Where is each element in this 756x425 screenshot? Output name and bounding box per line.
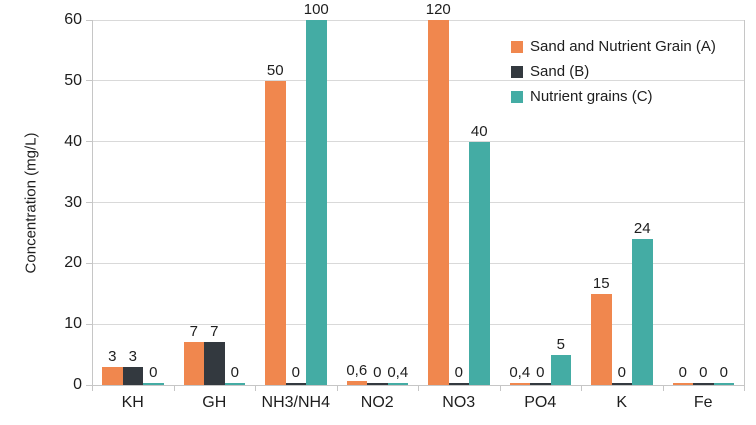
gridline	[92, 19, 744, 21]
legend-swatch-icon	[511, 40, 523, 53]
legend-item: Sand and Nutrient Grain (A)	[511, 34, 716, 59]
x-category-label: NH3/NH4	[261, 394, 330, 411]
bar-value-label: 0	[230, 364, 239, 381]
y-tick-label: 40	[64, 132, 82, 150]
bar-value-label: 0,6	[346, 362, 368, 380]
bar	[672, 383, 693, 385]
bar-value-label: 0,4	[509, 363, 531, 381]
gridline	[92, 323, 744, 325]
legend-label: Sand and Nutrient Grain (A)	[530, 38, 716, 55]
x-category-label: Fe	[693, 394, 713, 411]
bar-value-label: 0	[678, 364, 687, 381]
x-tick	[418, 385, 419, 391]
bar-value-label: 0	[291, 364, 300, 381]
y-tick	[86, 80, 92, 82]
bar	[306, 20, 327, 385]
bar-value-label: 0	[454, 364, 463, 381]
x-tick	[173, 385, 175, 391]
bar	[346, 381, 367, 385]
x-tick	[744, 385, 745, 391]
x-category-label: GH	[202, 394, 227, 411]
bar-value-label: 7	[210, 323, 219, 341]
x-tick	[255, 385, 256, 391]
gridline	[92, 80, 744, 82]
bar-value-label: 0	[617, 364, 626, 381]
bar	[285, 383, 306, 385]
bar-value-label: 3	[128, 347, 137, 365]
legend-label: Sand (B)	[530, 63, 590, 80]
y-tick-label: 0	[73, 376, 82, 393]
bar-value-label: 100	[303, 1, 329, 18]
bar	[591, 293, 612, 385]
x-tick	[336, 385, 338, 391]
legend-item: Nutrient grains (C)	[511, 84, 716, 109]
x-tick	[499, 385, 501, 391]
bar	[367, 383, 388, 385]
x-category-label: PO4	[524, 394, 557, 411]
bar	[509, 382, 530, 385]
bar	[611, 383, 632, 385]
gridline	[92, 262, 744, 264]
x-tick	[581, 385, 582, 391]
y-tick-label: 50	[64, 71, 82, 89]
x-category-label: NO3	[442, 394, 476, 411]
legend-label: Nutrient grains (C)	[530, 88, 653, 105]
y-tick	[86, 202, 92, 203]
y-tick	[86, 384, 92, 386]
bar-value-label: 0,4	[387, 363, 409, 381]
bar-value-label: 7	[189, 323, 198, 341]
bar-value-label: 50	[266, 61, 284, 79]
bar	[224, 383, 245, 385]
bar	[122, 366, 143, 385]
x-tick	[92, 385, 93, 391]
x-tick	[662, 385, 664, 391]
y-axis-line	[92, 20, 93, 385]
y-tick	[86, 262, 92, 264]
bar-value-label: 0	[149, 364, 158, 381]
bar	[713, 383, 734, 385]
legend-swatch-icon	[511, 65, 523, 78]
bar-value-label: 120	[425, 1, 451, 18]
legend-item: Sand (B)	[511, 59, 716, 84]
x-category-label: NO2	[360, 394, 394, 411]
y-tick-label: 20	[64, 254, 82, 272]
x-category-label: KH	[121, 394, 144, 411]
bar	[143, 383, 164, 385]
bar	[204, 342, 225, 385]
bar	[530, 383, 551, 385]
bar	[183, 342, 204, 385]
y-tick-label: 10	[64, 315, 82, 333]
bar-value-label: 24	[633, 220, 651, 237]
bar	[265, 80, 286, 385]
bar-value-label: 40	[470, 122, 488, 140]
bar	[428, 20, 449, 385]
bar	[102, 366, 123, 385]
gridline	[92, 141, 744, 143]
y-tick-label: 30	[64, 193, 82, 211]
y-tick	[86, 323, 92, 325]
bar	[550, 354, 571, 385]
bar	[693, 383, 714, 385]
x-category-label: K	[616, 394, 628, 411]
gridline	[92, 202, 744, 203]
bar-value-label: 0	[699, 364, 708, 381]
y-tick	[86, 19, 92, 21]
bar-value-label: 0	[536, 364, 545, 381]
bar	[469, 141, 490, 385]
bar	[632, 239, 653, 385]
legend: Sand and Nutrient Grain (A) Sand (B) Nutri…	[511, 34, 716, 109]
bar-value-label: 15	[592, 274, 610, 292]
plot-right-border	[744, 20, 745, 385]
y-tick-label: 60	[64, 11, 82, 28]
bar	[387, 382, 408, 385]
bar-value-label: 0	[719, 364, 728, 381]
bar-value-label: 5	[556, 335, 565, 353]
legend-swatch-icon	[511, 90, 523, 103]
bar	[448, 383, 469, 385]
y-tick	[86, 141, 92, 143]
bar-value-label: 0	[373, 364, 382, 381]
bar-value-label: 3	[108, 347, 117, 365]
